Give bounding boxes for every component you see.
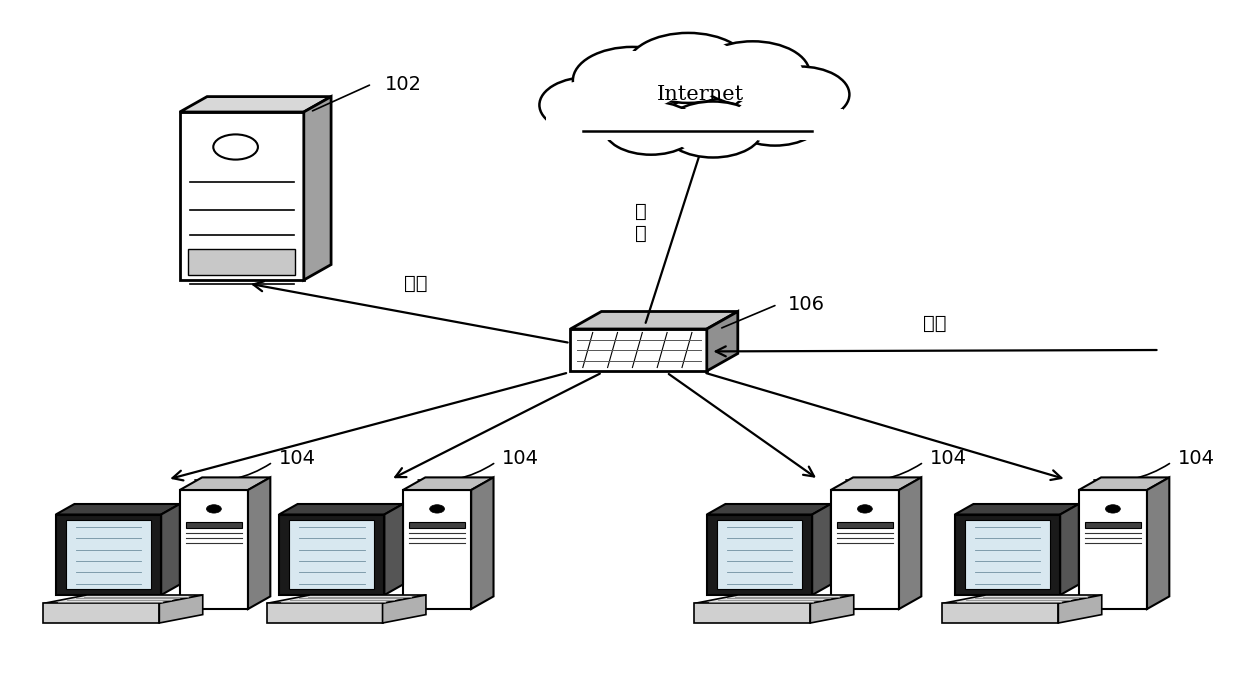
Polygon shape xyxy=(403,490,471,609)
Circle shape xyxy=(670,105,756,154)
Circle shape xyxy=(604,102,698,155)
Circle shape xyxy=(703,46,802,102)
Polygon shape xyxy=(66,520,151,589)
Text: 102: 102 xyxy=(384,74,422,94)
Circle shape xyxy=(539,77,639,133)
Polygon shape xyxy=(82,595,148,612)
Text: Internet: Internet xyxy=(657,85,744,104)
Polygon shape xyxy=(1085,522,1141,528)
Circle shape xyxy=(430,505,445,513)
Polygon shape xyxy=(694,595,854,603)
Text: · · · · · ·: · · · · · · xyxy=(836,568,913,587)
Circle shape xyxy=(696,41,810,106)
Circle shape xyxy=(573,47,692,114)
Polygon shape xyxy=(811,595,854,623)
Polygon shape xyxy=(837,522,893,528)
Circle shape xyxy=(546,80,632,130)
Circle shape xyxy=(728,92,822,146)
Text: 104: 104 xyxy=(502,449,539,468)
Polygon shape xyxy=(403,477,494,490)
Circle shape xyxy=(206,505,222,513)
Polygon shape xyxy=(955,514,1060,595)
Polygon shape xyxy=(570,312,738,329)
Polygon shape xyxy=(180,477,270,490)
Polygon shape xyxy=(248,477,270,609)
Polygon shape xyxy=(694,603,811,623)
Circle shape xyxy=(663,102,763,158)
Circle shape xyxy=(626,33,750,103)
Circle shape xyxy=(604,102,698,155)
Polygon shape xyxy=(1060,504,1079,595)
Polygon shape xyxy=(384,504,403,595)
Polygon shape xyxy=(289,520,374,589)
Text: 104: 104 xyxy=(930,449,967,468)
Text: 网
络: 网 络 xyxy=(635,202,647,243)
Polygon shape xyxy=(267,595,427,603)
Polygon shape xyxy=(546,98,843,131)
Polygon shape xyxy=(56,514,161,595)
Polygon shape xyxy=(161,504,180,595)
Polygon shape xyxy=(180,112,304,280)
Polygon shape xyxy=(159,595,203,623)
Polygon shape xyxy=(279,514,384,595)
Circle shape xyxy=(663,102,763,158)
Circle shape xyxy=(634,37,743,99)
Polygon shape xyxy=(180,97,331,112)
Polygon shape xyxy=(570,329,707,371)
Polygon shape xyxy=(965,520,1050,589)
Text: 网络: 网络 xyxy=(404,274,427,293)
Polygon shape xyxy=(899,477,921,609)
Text: 网络: 网络 xyxy=(924,314,946,333)
Circle shape xyxy=(734,96,816,142)
Polygon shape xyxy=(305,595,371,612)
Polygon shape xyxy=(43,595,203,603)
Polygon shape xyxy=(56,504,180,514)
Circle shape xyxy=(539,77,639,133)
Polygon shape xyxy=(186,522,242,528)
Polygon shape xyxy=(267,603,382,623)
Polygon shape xyxy=(188,248,295,275)
Polygon shape xyxy=(1059,595,1101,623)
Text: 104: 104 xyxy=(1178,449,1215,468)
Circle shape xyxy=(1105,505,1121,513)
Polygon shape xyxy=(707,312,738,371)
Polygon shape xyxy=(812,504,831,595)
Circle shape xyxy=(756,70,843,119)
Circle shape xyxy=(610,105,692,151)
Polygon shape xyxy=(1147,477,1169,609)
Polygon shape xyxy=(717,520,802,589)
Polygon shape xyxy=(981,595,1047,612)
Polygon shape xyxy=(546,108,843,140)
Polygon shape xyxy=(942,603,1059,623)
Circle shape xyxy=(580,51,684,110)
Circle shape xyxy=(626,33,750,103)
Circle shape xyxy=(213,134,258,160)
Polygon shape xyxy=(707,504,831,514)
Polygon shape xyxy=(409,522,465,528)
Circle shape xyxy=(573,47,692,114)
Polygon shape xyxy=(707,514,812,595)
Circle shape xyxy=(728,92,822,146)
Polygon shape xyxy=(955,504,1079,514)
Polygon shape xyxy=(831,490,899,609)
Text: 104: 104 xyxy=(279,449,316,468)
Polygon shape xyxy=(1079,490,1147,609)
Polygon shape xyxy=(733,595,799,612)
Circle shape xyxy=(696,41,810,106)
Circle shape xyxy=(750,66,849,122)
Polygon shape xyxy=(942,595,1101,603)
Polygon shape xyxy=(279,504,403,514)
Polygon shape xyxy=(1079,477,1169,490)
Polygon shape xyxy=(43,603,159,623)
Polygon shape xyxy=(471,477,494,609)
Polygon shape xyxy=(304,97,331,280)
Text: 106: 106 xyxy=(787,295,825,314)
Text: · · · · · ·: · · · · · · xyxy=(179,568,255,587)
Circle shape xyxy=(750,66,849,122)
Polygon shape xyxy=(831,477,921,490)
Polygon shape xyxy=(382,595,427,623)
Polygon shape xyxy=(180,490,248,609)
Circle shape xyxy=(857,505,873,513)
